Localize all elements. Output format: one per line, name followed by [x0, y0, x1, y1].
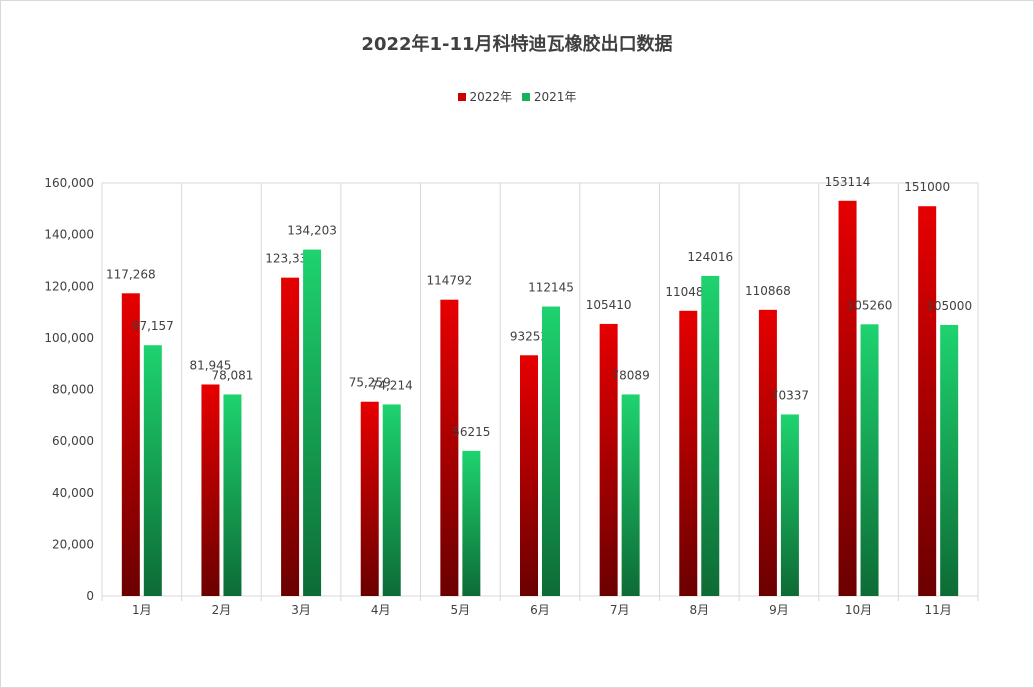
x-tick-label: 3月	[291, 603, 311, 617]
data-label: 105410	[586, 298, 632, 312]
data-label: 74,214	[371, 378, 413, 392]
y-tick-label: 60,000	[52, 434, 94, 448]
data-label: 123,331	[265, 252, 315, 266]
bar-2021[interactable]	[621, 394, 640, 596]
bar-2022[interactable]	[599, 323, 618, 596]
legend-label-2022: 2022年	[469, 90, 513, 104]
data-label: 78089	[612, 368, 650, 382]
bar-2021[interactable]	[860, 324, 879, 596]
data-label: 97,157	[132, 319, 174, 333]
data-label: 112145	[528, 281, 574, 295]
bar-2021[interactable]	[462, 450, 481, 596]
x-tick-label: 5月	[451, 603, 471, 617]
chart-title: 2022年1-11月科特迪瓦橡胶出口数据	[361, 34, 673, 55]
bar-2021[interactable]	[780, 414, 799, 596]
data-label: 56215	[452, 425, 490, 439]
bar-2022[interactable]	[918, 206, 937, 596]
legend-swatch-2021	[521, 92, 530, 101]
data-label: 81,945	[189, 358, 231, 372]
bar-2022[interactable]	[201, 384, 220, 596]
legend-label-2021: 2021年	[533, 90, 577, 104]
legend-item-2022[interactable]: 2022年	[457, 88, 513, 105]
data-label: 110868	[745, 284, 791, 298]
bar-2022[interactable]	[758, 309, 777, 596]
bar-2022[interactable]	[121, 293, 140, 596]
y-tick-label: 100,000	[44, 331, 94, 345]
x-tick-label: 6月	[530, 603, 550, 617]
data-label: 117,268	[106, 267, 156, 281]
y-tick-label: 120,000	[44, 279, 94, 293]
data-label: 105260	[847, 298, 893, 312]
x-tick-label: 2月	[212, 603, 232, 617]
bar-2021[interactable]	[382, 404, 401, 596]
bar-2022[interactable]	[360, 401, 379, 596]
legend-swatch-2022	[457, 92, 466, 101]
data-label: 151000	[904, 180, 950, 194]
data-label: 105000	[926, 299, 972, 313]
plot-area-border	[101, 182, 979, 597]
x-tick-label: 4月	[371, 603, 391, 617]
y-tick-label: 160,000	[44, 176, 94, 190]
bar-2022[interactable]	[520, 355, 538, 596]
data-label: 70337	[771, 388, 809, 402]
bar-2021[interactable]	[223, 394, 242, 596]
data-label: 153114	[825, 175, 871, 189]
x-tick-label: 7月	[610, 603, 630, 617]
x-tick-label: 9月	[769, 603, 789, 617]
data-label: 110487	[665, 285, 711, 299]
chart-legend: 2022年 2021年	[0, 88, 1034, 105]
data-label: 93252	[510, 329, 548, 343]
bar-2021[interactable]	[303, 249, 322, 596]
x-tick-label: 11月	[925, 603, 952, 617]
bar-2022[interactable]	[440, 299, 459, 596]
legend-item-2021[interactable]: 2021年	[521, 88, 577, 105]
bar-2021[interactable]	[701, 275, 720, 596]
bar-2022[interactable]	[838, 200, 857, 597]
y-tick-label: 140,000	[44, 228, 94, 242]
data-label: 114792	[426, 274, 472, 288]
bar-2022[interactable]	[679, 310, 698, 596]
y-tick-label: 0	[86, 589, 94, 603]
x-tick-label: 1月	[132, 603, 152, 617]
data-label: 124016	[687, 250, 733, 264]
bar-2021[interactable]	[143, 345, 162, 596]
y-tick-label: 40,000	[52, 486, 94, 500]
data-label: 78,081	[211, 368, 253, 382]
data-label: 75,259	[349, 376, 391, 390]
data-label: 134,203	[287, 224, 337, 238]
bar-2021[interactable]	[542, 306, 560, 596]
x-tick-label: 10月	[845, 603, 872, 617]
x-tick-label: 8月	[689, 603, 709, 617]
y-tick-label: 20,000	[52, 537, 94, 551]
bar-2021[interactable]	[940, 324, 959, 596]
y-tick-label: 80,000	[52, 383, 94, 397]
bar-2022[interactable]	[281, 277, 300, 596]
